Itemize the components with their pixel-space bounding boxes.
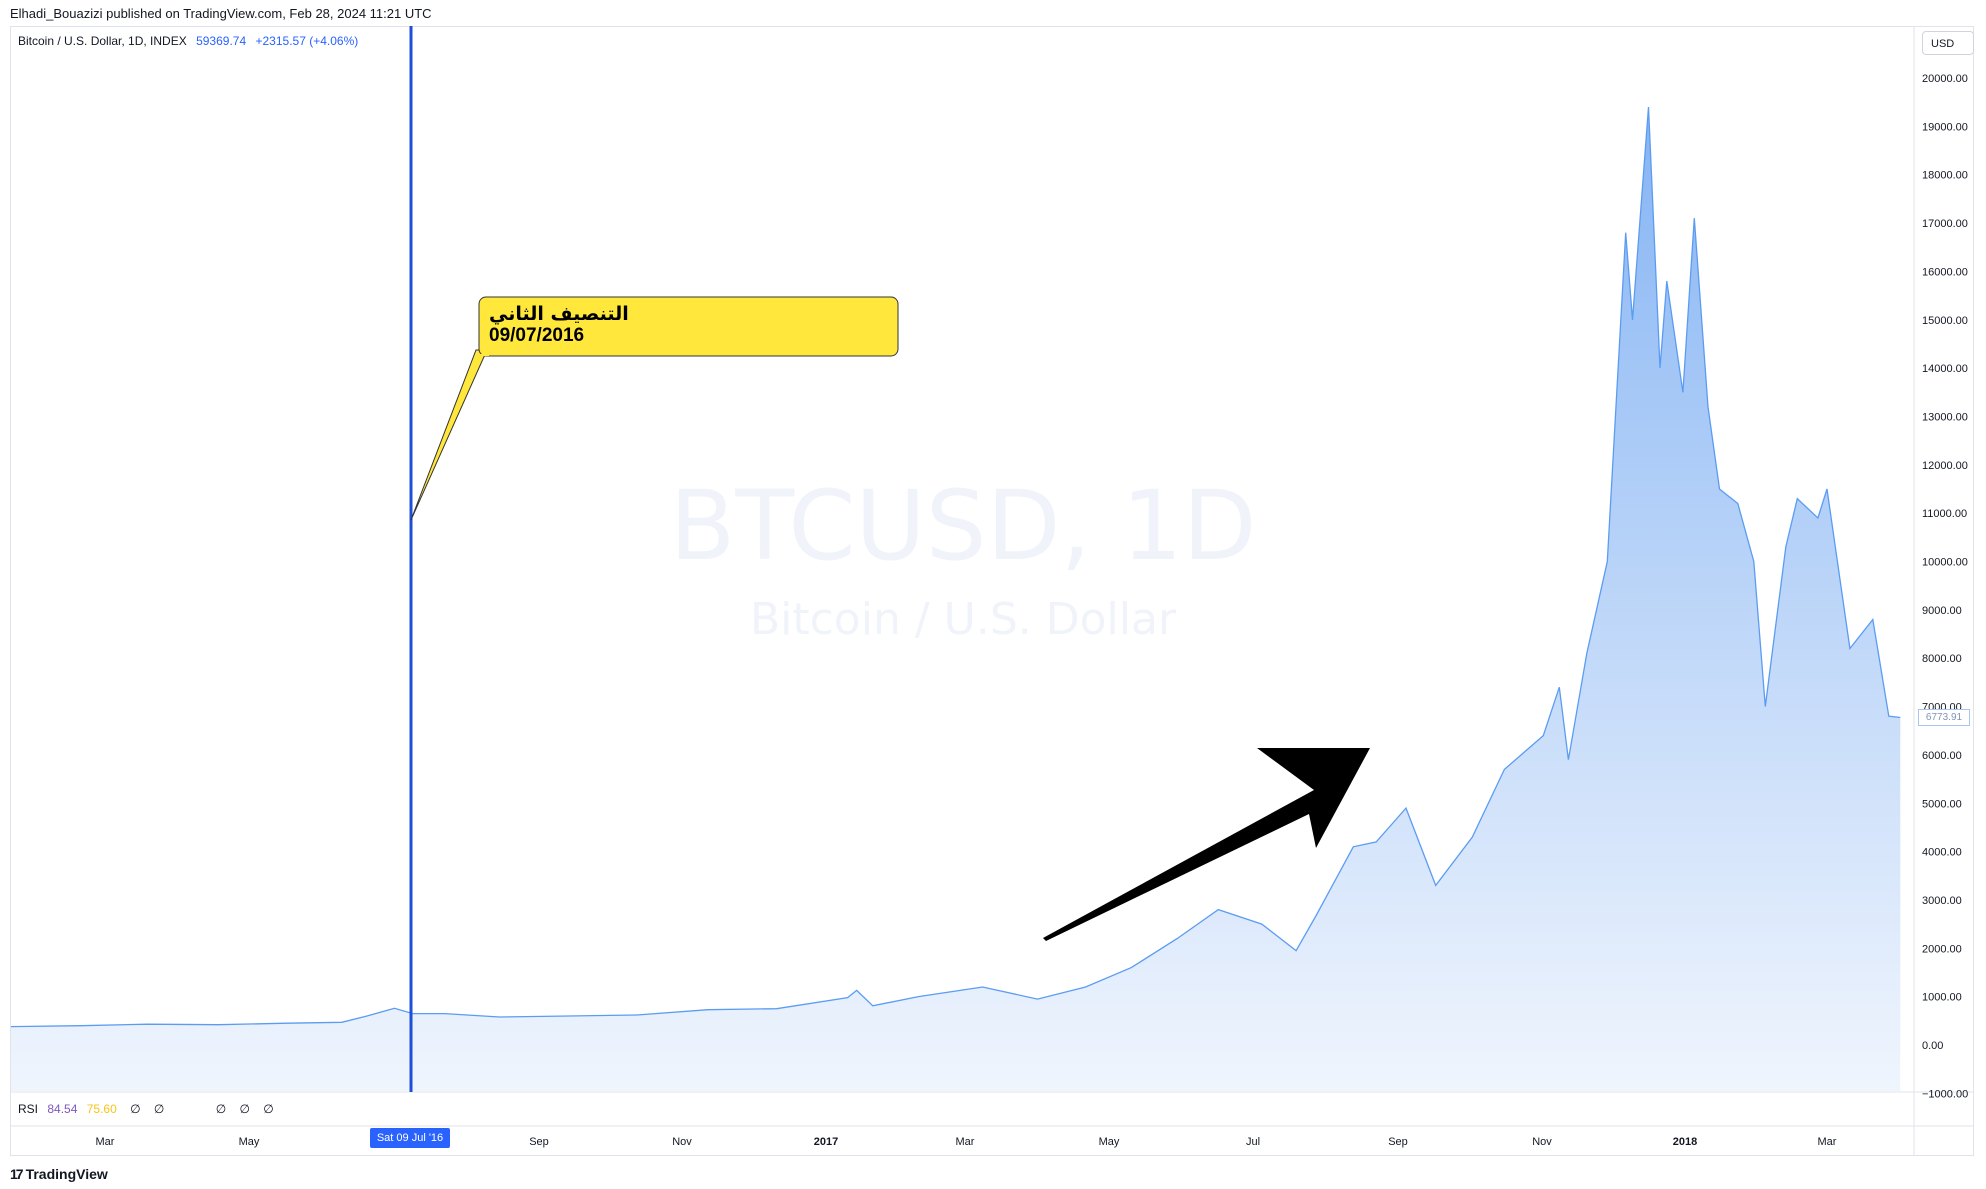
halving-callout[interactable] <box>410 296 899 521</box>
price-tick-label: 2000.00 <box>1922 943 1962 955</box>
watermark-ticker: BTCUSD, 1D <box>669 470 1257 582</box>
crosshair-date-label: Sat 09 Jul '16 <box>370 1128 450 1148</box>
time-tick-label: Sep <box>1388 1136 1408 1148</box>
price-tick-label: 16000.00 <box>1922 266 1968 278</box>
price-tick-label: 9000.00 <box>1922 605 1962 617</box>
tradingview-brand[interactable]: 17 TradingView <box>10 1166 108 1182</box>
published-line: Elhadi_Bouazizi published on TradingView… <box>10 6 432 21</box>
time-tick-label: Nov <box>1532 1136 1552 1148</box>
price-tick-label: 8000.00 <box>1922 653 1962 665</box>
chart-frame <box>10 26 1974 1156</box>
rsi-null-2: ∅ <box>153 1102 165 1116</box>
time-tick-label: May <box>239 1136 260 1148</box>
callout-line-arabic: التنصيف الثاني <box>489 303 629 325</box>
price-tick-label: 1000.00 <box>1922 992 1962 1004</box>
time-tick-label: Nov <box>672 1136 692 1148</box>
price-tick-label: 3000.00 <box>1922 895 1962 907</box>
rsi-null-4: ∅ <box>239 1102 250 1116</box>
price-area-fill <box>11 107 1901 1091</box>
price-tick-label: 17000.00 <box>1922 218 1968 230</box>
time-tick-label: 2017 <box>814 1136 838 1148</box>
price-tick-label: 19000.00 <box>1922 121 1968 133</box>
symbol-legend: Bitcoin / U.S. Dollar, 1D, INDEX 59369.7… <box>18 34 358 48</box>
price-change: +2315.57 (+4.06%) <box>255 34 359 48</box>
callout-text: التنصيف الثاني 09/07/2016 <box>489 303 629 347</box>
price-tick-label: 15000.00 <box>1922 315 1968 327</box>
rsi-null-5: ∅ <box>263 1102 274 1116</box>
watermark-name: Bitcoin / U.S. Dollar <box>749 594 1177 645</box>
price-tick-label: 14000.00 <box>1922 363 1968 375</box>
price-tick-label: 4000.00 <box>1922 847 1962 859</box>
rsi-null-1: ∅ <box>130 1102 141 1116</box>
price-line <box>10 106 1901 1028</box>
brand-name: TradingView <box>25 1166 108 1182</box>
rsi-value-2: 75.60 <box>86 1102 117 1116</box>
price-tick-label: −1000.00 <box>1922 1088 1968 1100</box>
price-tick-label: 5000.00 <box>1922 798 1962 810</box>
callout-line-date: 09/07/2016 <box>489 325 585 346</box>
price-tick-label: 13000.00 <box>1922 412 1968 424</box>
time-tick-label: Sep <box>529 1136 549 1148</box>
time-tick-label: 2018 <box>1673 1136 1697 1148</box>
rsi-legend: RSI 84.54 75.60 ∅ ∅ ∅ ∅ ∅ <box>18 1102 274 1116</box>
time-tick-label: May <box>1099 1136 1120 1148</box>
rsi-label[interactable]: RSI <box>18 1102 39 1116</box>
price-tick-label: 10000.00 <box>1922 557 1968 569</box>
time-tick-label: Mar <box>1818 1136 1837 1148</box>
time-tick-label: Jul <box>1246 1136 1260 1148</box>
currency-button[interactable]: USD <box>1922 31 1974 55</box>
symbol-description[interactable]: Bitcoin / U.S. Dollar, 1D, INDEX <box>18 34 187 48</box>
rsi-value-1: 84.54 <box>47 1102 78 1116</box>
price-tick-label: 12000.00 <box>1922 460 1968 472</box>
tradingview-logo-icon: 17 <box>10 1166 24 1182</box>
last-value: 59369.74 <box>196 34 247 48</box>
time-tick-label: Mar <box>956 1136 975 1148</box>
price-tick-label: 18000.00 <box>1922 170 1968 182</box>
callout-box <box>478 296 899 357</box>
last-price-label: 6773.91 <box>1918 709 1970 726</box>
uptrend-arrow <box>1043 748 1370 941</box>
price-tick-label: 11000.00 <box>1922 508 1967 520</box>
rsi-null-3: ∅ <box>215 1102 227 1116</box>
time-tick-label: Mar <box>96 1136 115 1148</box>
price-tick-label: 20000.00 <box>1922 73 1968 85</box>
price-tick-label: 0.00 <box>1922 1040 1943 1052</box>
price-tick-label: 6000.00 <box>1922 750 1962 762</box>
